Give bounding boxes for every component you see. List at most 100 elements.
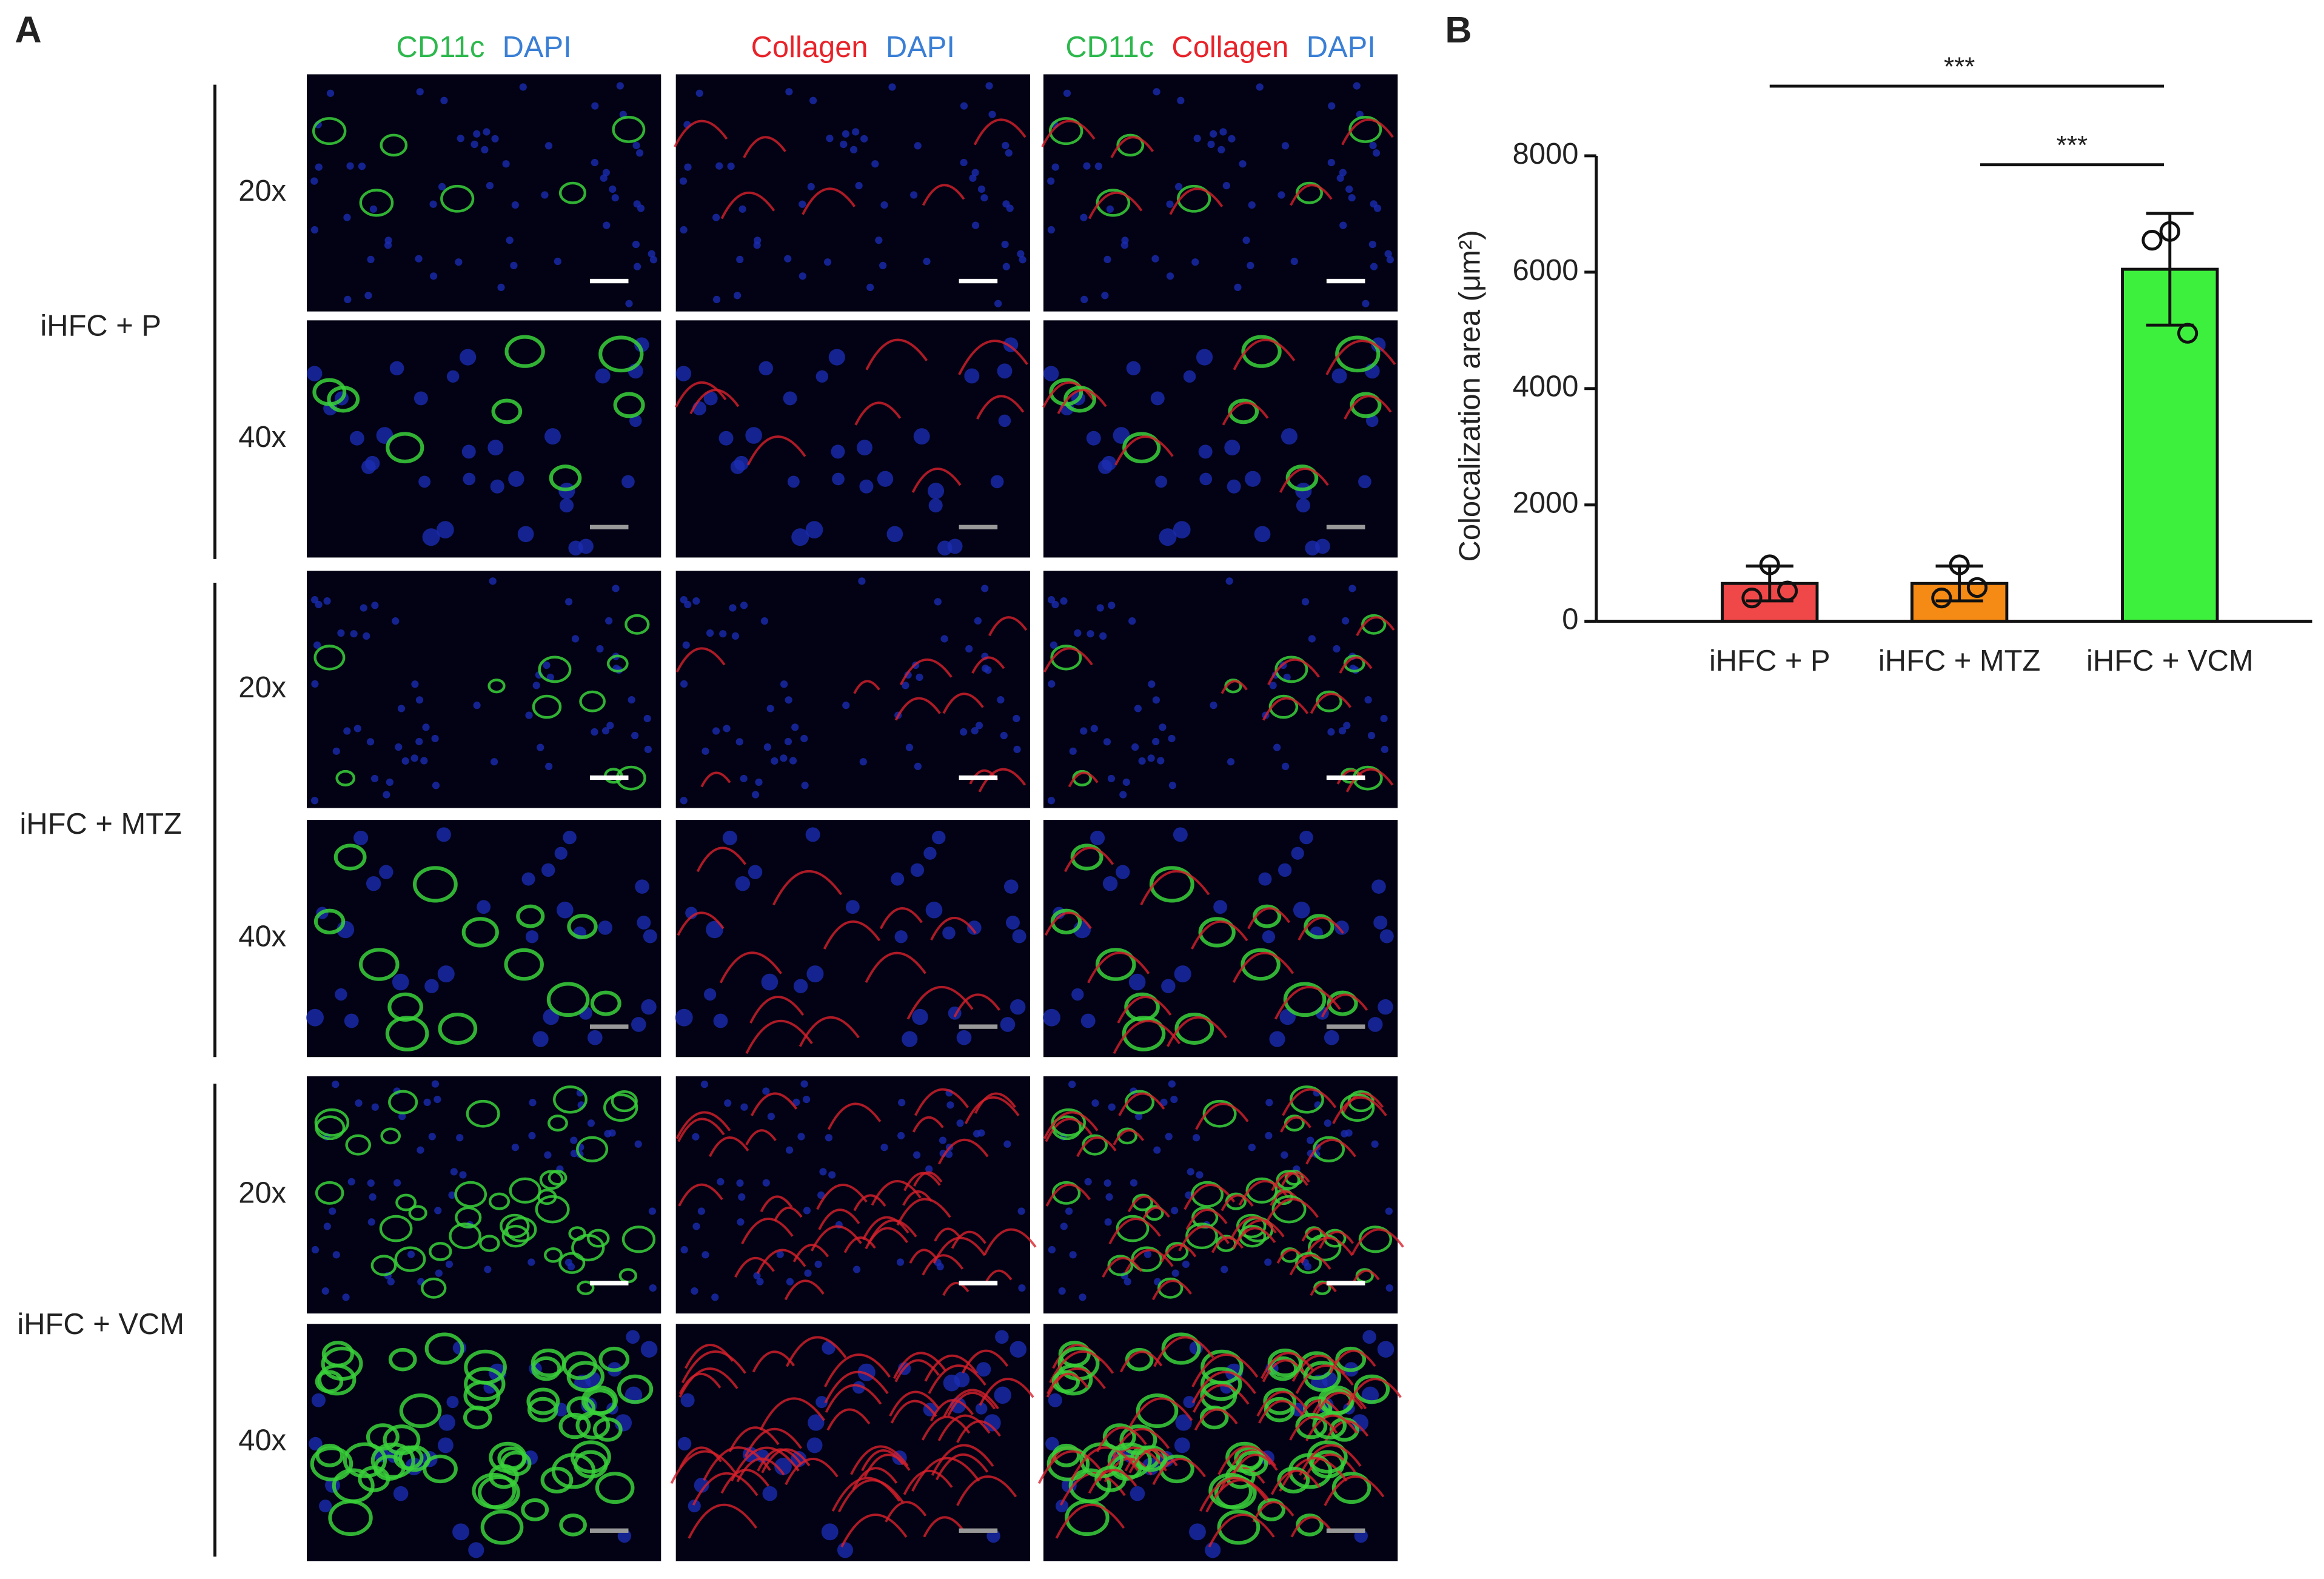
- collagen-signal: [924, 1354, 978, 1382]
- scale-bar: [1326, 775, 1365, 780]
- x-tick-label: iHFC + VCM: [2086, 645, 2254, 677]
- nucleus: [758, 361, 774, 376]
- nucleus: [523, 1450, 538, 1466]
- nucleus: [649, 1284, 657, 1292]
- nucleus: [1128, 617, 1136, 625]
- nucleus: [1055, 1499, 1069, 1513]
- nucleus: [762, 1087, 770, 1095]
- cd11c-signal: [424, 1332, 464, 1365]
- collagen-signal: [1127, 1397, 1193, 1431]
- nucleus: [601, 727, 610, 735]
- nucleus: [1193, 1134, 1201, 1142]
- nucleus: [490, 479, 504, 494]
- nucleus: [350, 630, 358, 638]
- nucleus: [1339, 221, 1347, 229]
- nucleus: [445, 1260, 454, 1269]
- collagen-signal: [749, 996, 805, 1024]
- nucleus: [762, 1486, 778, 1501]
- collagen-signal: [741, 1218, 794, 1245]
- collagen-signal: [974, 1092, 1016, 1114]
- micrograph: [675, 820, 1030, 1058]
- nucleus: [1019, 256, 1026, 264]
- nucleus: [367, 1179, 375, 1187]
- nucleus: [1373, 915, 1388, 930]
- nucleus: [1130, 1179, 1138, 1187]
- nucleus: [702, 1251, 709, 1259]
- cd11c-signal: [1335, 1346, 1367, 1372]
- nucleus: [1166, 272, 1174, 280]
- nucleus: [997, 363, 1013, 379]
- collagen-signal: [1055, 1503, 1125, 1539]
- cd11c-signal: [479, 1235, 500, 1252]
- nucleus: [1368, 240, 1376, 249]
- cd11c-signal: [1241, 335, 1282, 368]
- nucleus: [684, 163, 692, 171]
- collagen-signal: [1222, 401, 1269, 426]
- nucleus: [401, 757, 409, 765]
- nucleus: [355, 1099, 363, 1107]
- nucleus: [819, 1168, 827, 1176]
- nucleus: [825, 1134, 833, 1142]
- nucleus: [675, 366, 692, 381]
- nucleus: [1182, 1260, 1190, 1269]
- collagen-signal: [692, 1472, 758, 1506]
- cd11c-signal: [358, 948, 400, 981]
- nucleus: [1242, 236, 1250, 244]
- nucleus: [1210, 702, 1217, 709]
- nucleus: [902, 1031, 918, 1047]
- nucleus: [1324, 1119, 1331, 1127]
- nucleus: [1010, 1341, 1027, 1358]
- nucleus: [379, 865, 393, 879]
- cd11c-signal: [440, 184, 475, 213]
- collagen-signal: [903, 1469, 953, 1495]
- collagen-signal: [931, 1444, 994, 1476]
- nucleus: [858, 577, 866, 585]
- nucleus: [1269, 1031, 1285, 1047]
- nucleus: [719, 630, 727, 638]
- nucleus: [703, 988, 717, 1001]
- nucleus: [311, 680, 319, 688]
- nucleus: [912, 1008, 928, 1025]
- collagen-signal: [1290, 184, 1333, 206]
- collagen-signal: [1211, 1236, 1244, 1253]
- nucleus: [832, 472, 845, 486]
- nucleus: [803, 1207, 811, 1215]
- nucleus: [809, 96, 817, 104]
- collagen-signal: [1270, 1469, 1321, 1495]
- cd11c-signal: [611, 1090, 638, 1113]
- nucleus: [730, 460, 745, 474]
- nucleus: [1159, 528, 1177, 546]
- cd11c-signal: [370, 1255, 397, 1276]
- cd11c-signal: [315, 1370, 344, 1393]
- cd11c-signal: [388, 1090, 418, 1115]
- nucleus: [688, 1499, 701, 1513]
- nucleus: [806, 965, 824, 983]
- collagen-signal: [818, 1209, 860, 1230]
- cd11c-signal: [1296, 1513, 1324, 1537]
- nucleus: [631, 1017, 646, 1032]
- data-point: [1741, 588, 1763, 609]
- collagen-signal: [1070, 1446, 1139, 1481]
- nucleus: [1296, 498, 1310, 513]
- nucleus: [517, 526, 534, 543]
- collagen-signal: [1151, 1279, 1192, 1301]
- nucleus: [1091, 1099, 1099, 1107]
- nucleus: [1372, 149, 1381, 157]
- nucleus: [510, 261, 518, 269]
- nucleus: [925, 1165, 933, 1173]
- nucleus: [1160, 1098, 1168, 1107]
- collagen-signal: [909, 1249, 938, 1264]
- nucleus: [927, 483, 945, 500]
- collagen-signal: [688, 1503, 757, 1539]
- nucleus: [487, 440, 504, 456]
- nucleus: [347, 1178, 355, 1185]
- cd11c-signal: [504, 948, 544, 981]
- nucleus: [1096, 604, 1104, 612]
- nucleus: [1103, 255, 1111, 264]
- nucleus: [857, 440, 872, 456]
- collagen-signal: [933, 1236, 986, 1264]
- collagen-signal: [1261, 1352, 1314, 1380]
- cd11c-signal: [412, 866, 458, 903]
- cd11c-signal: [1051, 1181, 1081, 1205]
- cd11c-signal: [603, 1093, 638, 1122]
